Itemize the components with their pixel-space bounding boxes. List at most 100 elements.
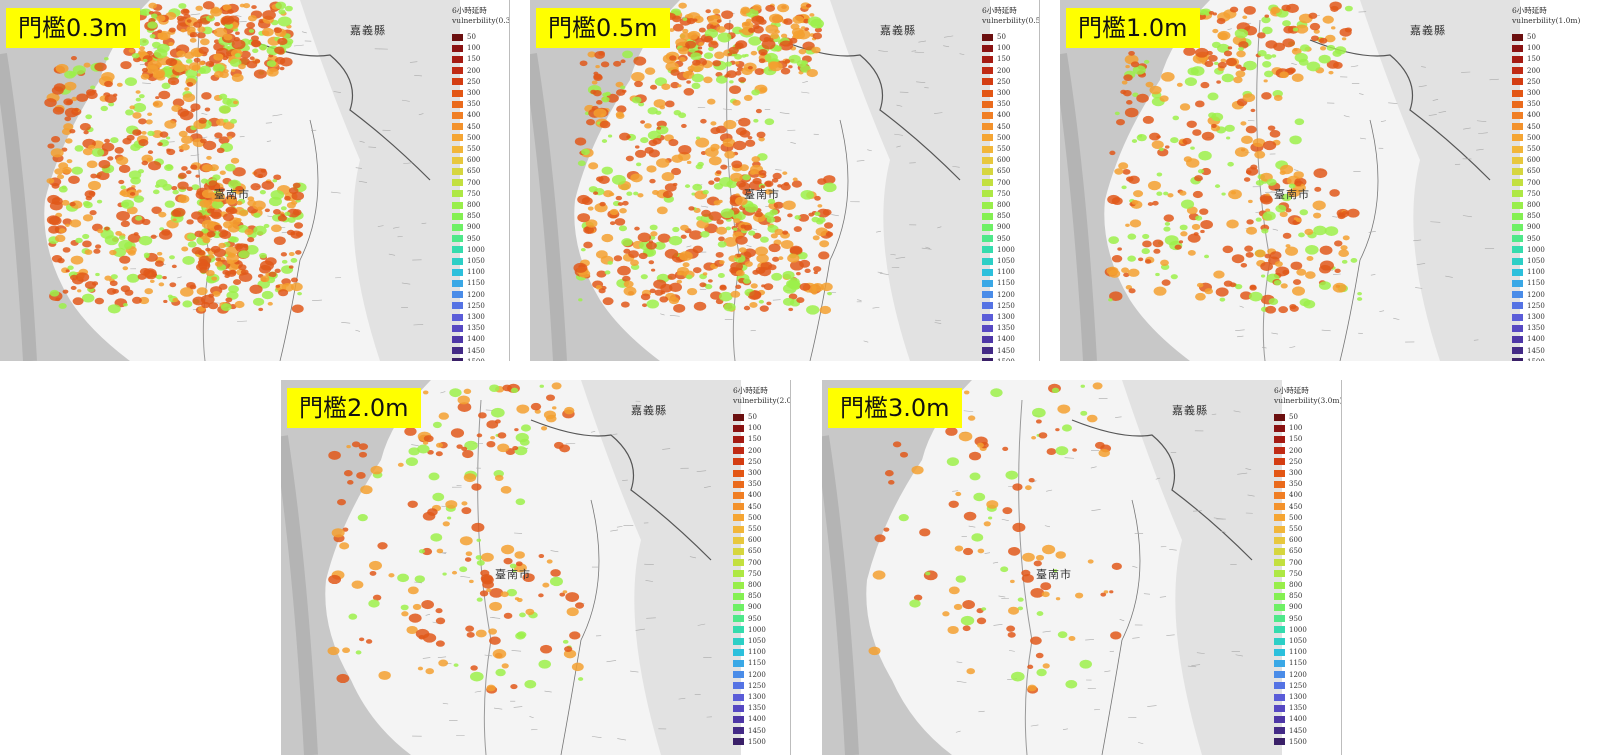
road-segment xyxy=(484,654,493,657)
road-segment xyxy=(896,145,901,148)
legend-value: 1050 xyxy=(748,637,766,645)
legend-value: 650 xyxy=(467,167,481,176)
hazard-cell xyxy=(809,13,815,17)
hazard-cell xyxy=(457,402,472,412)
hazard-cell xyxy=(169,255,175,260)
hazard-cell xyxy=(814,195,821,201)
hazard-cell xyxy=(503,557,513,565)
hazard-cell xyxy=(738,182,751,191)
hazard-cell xyxy=(201,228,209,234)
road-segment xyxy=(1090,466,1097,469)
hazard-cell xyxy=(1233,76,1243,84)
hazard-cell xyxy=(1038,432,1048,439)
hazard-cell xyxy=(823,175,836,184)
road-segment xyxy=(177,276,182,279)
hazard-cell xyxy=(598,288,606,294)
hazard-cell xyxy=(806,305,820,315)
hazard-cell xyxy=(682,17,688,21)
legend-item: 550 xyxy=(1274,524,1302,534)
hazard-cell xyxy=(116,210,131,221)
hazard-cell xyxy=(653,279,667,289)
hazard-cell xyxy=(210,211,222,220)
hazard-cell xyxy=(104,57,109,61)
hazard-cell xyxy=(177,181,189,190)
hazard-cell xyxy=(600,61,610,68)
hazard-cell xyxy=(617,202,624,206)
hazard-cell xyxy=(696,136,701,140)
hazard-cell xyxy=(84,281,97,290)
legend-item: 550 xyxy=(982,144,1010,154)
legend-value: 900 xyxy=(997,223,1011,232)
road-segment xyxy=(921,247,932,250)
hazard-cell xyxy=(619,208,627,214)
hazard-cell xyxy=(668,296,680,305)
hazard-cell xyxy=(768,37,774,42)
threshold-label: 門檻0.5m xyxy=(536,8,670,48)
hazard-cell xyxy=(579,60,588,67)
legend-swatch xyxy=(452,212,463,220)
road-segment xyxy=(1388,102,1398,104)
hazard-cell xyxy=(1179,103,1191,111)
hazard-cell xyxy=(729,85,742,94)
legend-value: 1350 xyxy=(748,704,766,713)
legend-value: 1150 xyxy=(997,279,1015,288)
hazard-cell xyxy=(1125,285,1133,290)
hazard-cell xyxy=(368,560,383,571)
legend-value: 1350 xyxy=(1527,324,1545,333)
hazard-cell xyxy=(768,264,777,271)
legend-swatch xyxy=(1274,570,1285,578)
road-segment xyxy=(1044,525,1050,528)
legend-value: 1100 xyxy=(997,268,1015,277)
hazard-cell xyxy=(204,107,211,112)
hazard-cell xyxy=(759,305,769,312)
road-segment xyxy=(1064,457,1075,459)
hazard-cell xyxy=(988,516,993,520)
hazard-cell xyxy=(827,292,832,296)
road-segment xyxy=(1085,639,1094,641)
hazard-cell xyxy=(1268,298,1279,305)
legend-swatch xyxy=(1274,491,1285,499)
legend-item: 800 xyxy=(452,200,480,210)
hazard-cell xyxy=(602,297,614,306)
legend-swatch xyxy=(1274,738,1285,746)
city-label-north: 嘉義縣 xyxy=(631,404,667,417)
hazard-cell xyxy=(400,604,409,611)
hazard-cell xyxy=(218,283,228,290)
hazard-cell xyxy=(82,233,90,240)
hazard-cell xyxy=(479,590,489,597)
hazard-cell xyxy=(1127,268,1140,277)
hazard-cell xyxy=(104,94,117,103)
legend-swatch xyxy=(1274,480,1285,488)
road-segment xyxy=(1182,406,1192,409)
hazard-cell xyxy=(595,250,608,259)
road-segment xyxy=(293,44,304,47)
legend-item: 250 xyxy=(982,77,1010,87)
hazard-cell xyxy=(1235,70,1246,78)
hazard-cell xyxy=(1331,26,1336,30)
hazard-cell xyxy=(1057,631,1068,639)
hazard-cell xyxy=(1200,220,1213,230)
hazard-cell xyxy=(731,160,743,169)
legend-value: 350 xyxy=(467,100,481,109)
legend-swatch xyxy=(1512,335,1523,343)
hazard-cell xyxy=(642,303,648,308)
hazard-cell xyxy=(656,126,662,130)
hazard-cell xyxy=(678,47,689,55)
road-segment xyxy=(662,448,671,450)
hazard-cell xyxy=(712,60,722,67)
hazard-cell xyxy=(735,196,748,206)
legend-value: 250 xyxy=(1289,457,1303,466)
hazard-cell xyxy=(195,174,200,178)
hazard-cell xyxy=(132,296,142,304)
hazard-cell xyxy=(1338,249,1350,258)
hazard-cell xyxy=(1334,268,1341,274)
hazard-cell xyxy=(1242,93,1256,103)
road-segment xyxy=(1191,664,1201,667)
hazard-cell xyxy=(286,201,296,209)
hazard-cell xyxy=(250,183,261,191)
hazard-cell xyxy=(1144,259,1152,264)
hazard-cell xyxy=(421,600,434,610)
hazard-cell xyxy=(1109,590,1114,594)
road-segment xyxy=(686,245,692,248)
legend-swatch xyxy=(452,347,463,355)
